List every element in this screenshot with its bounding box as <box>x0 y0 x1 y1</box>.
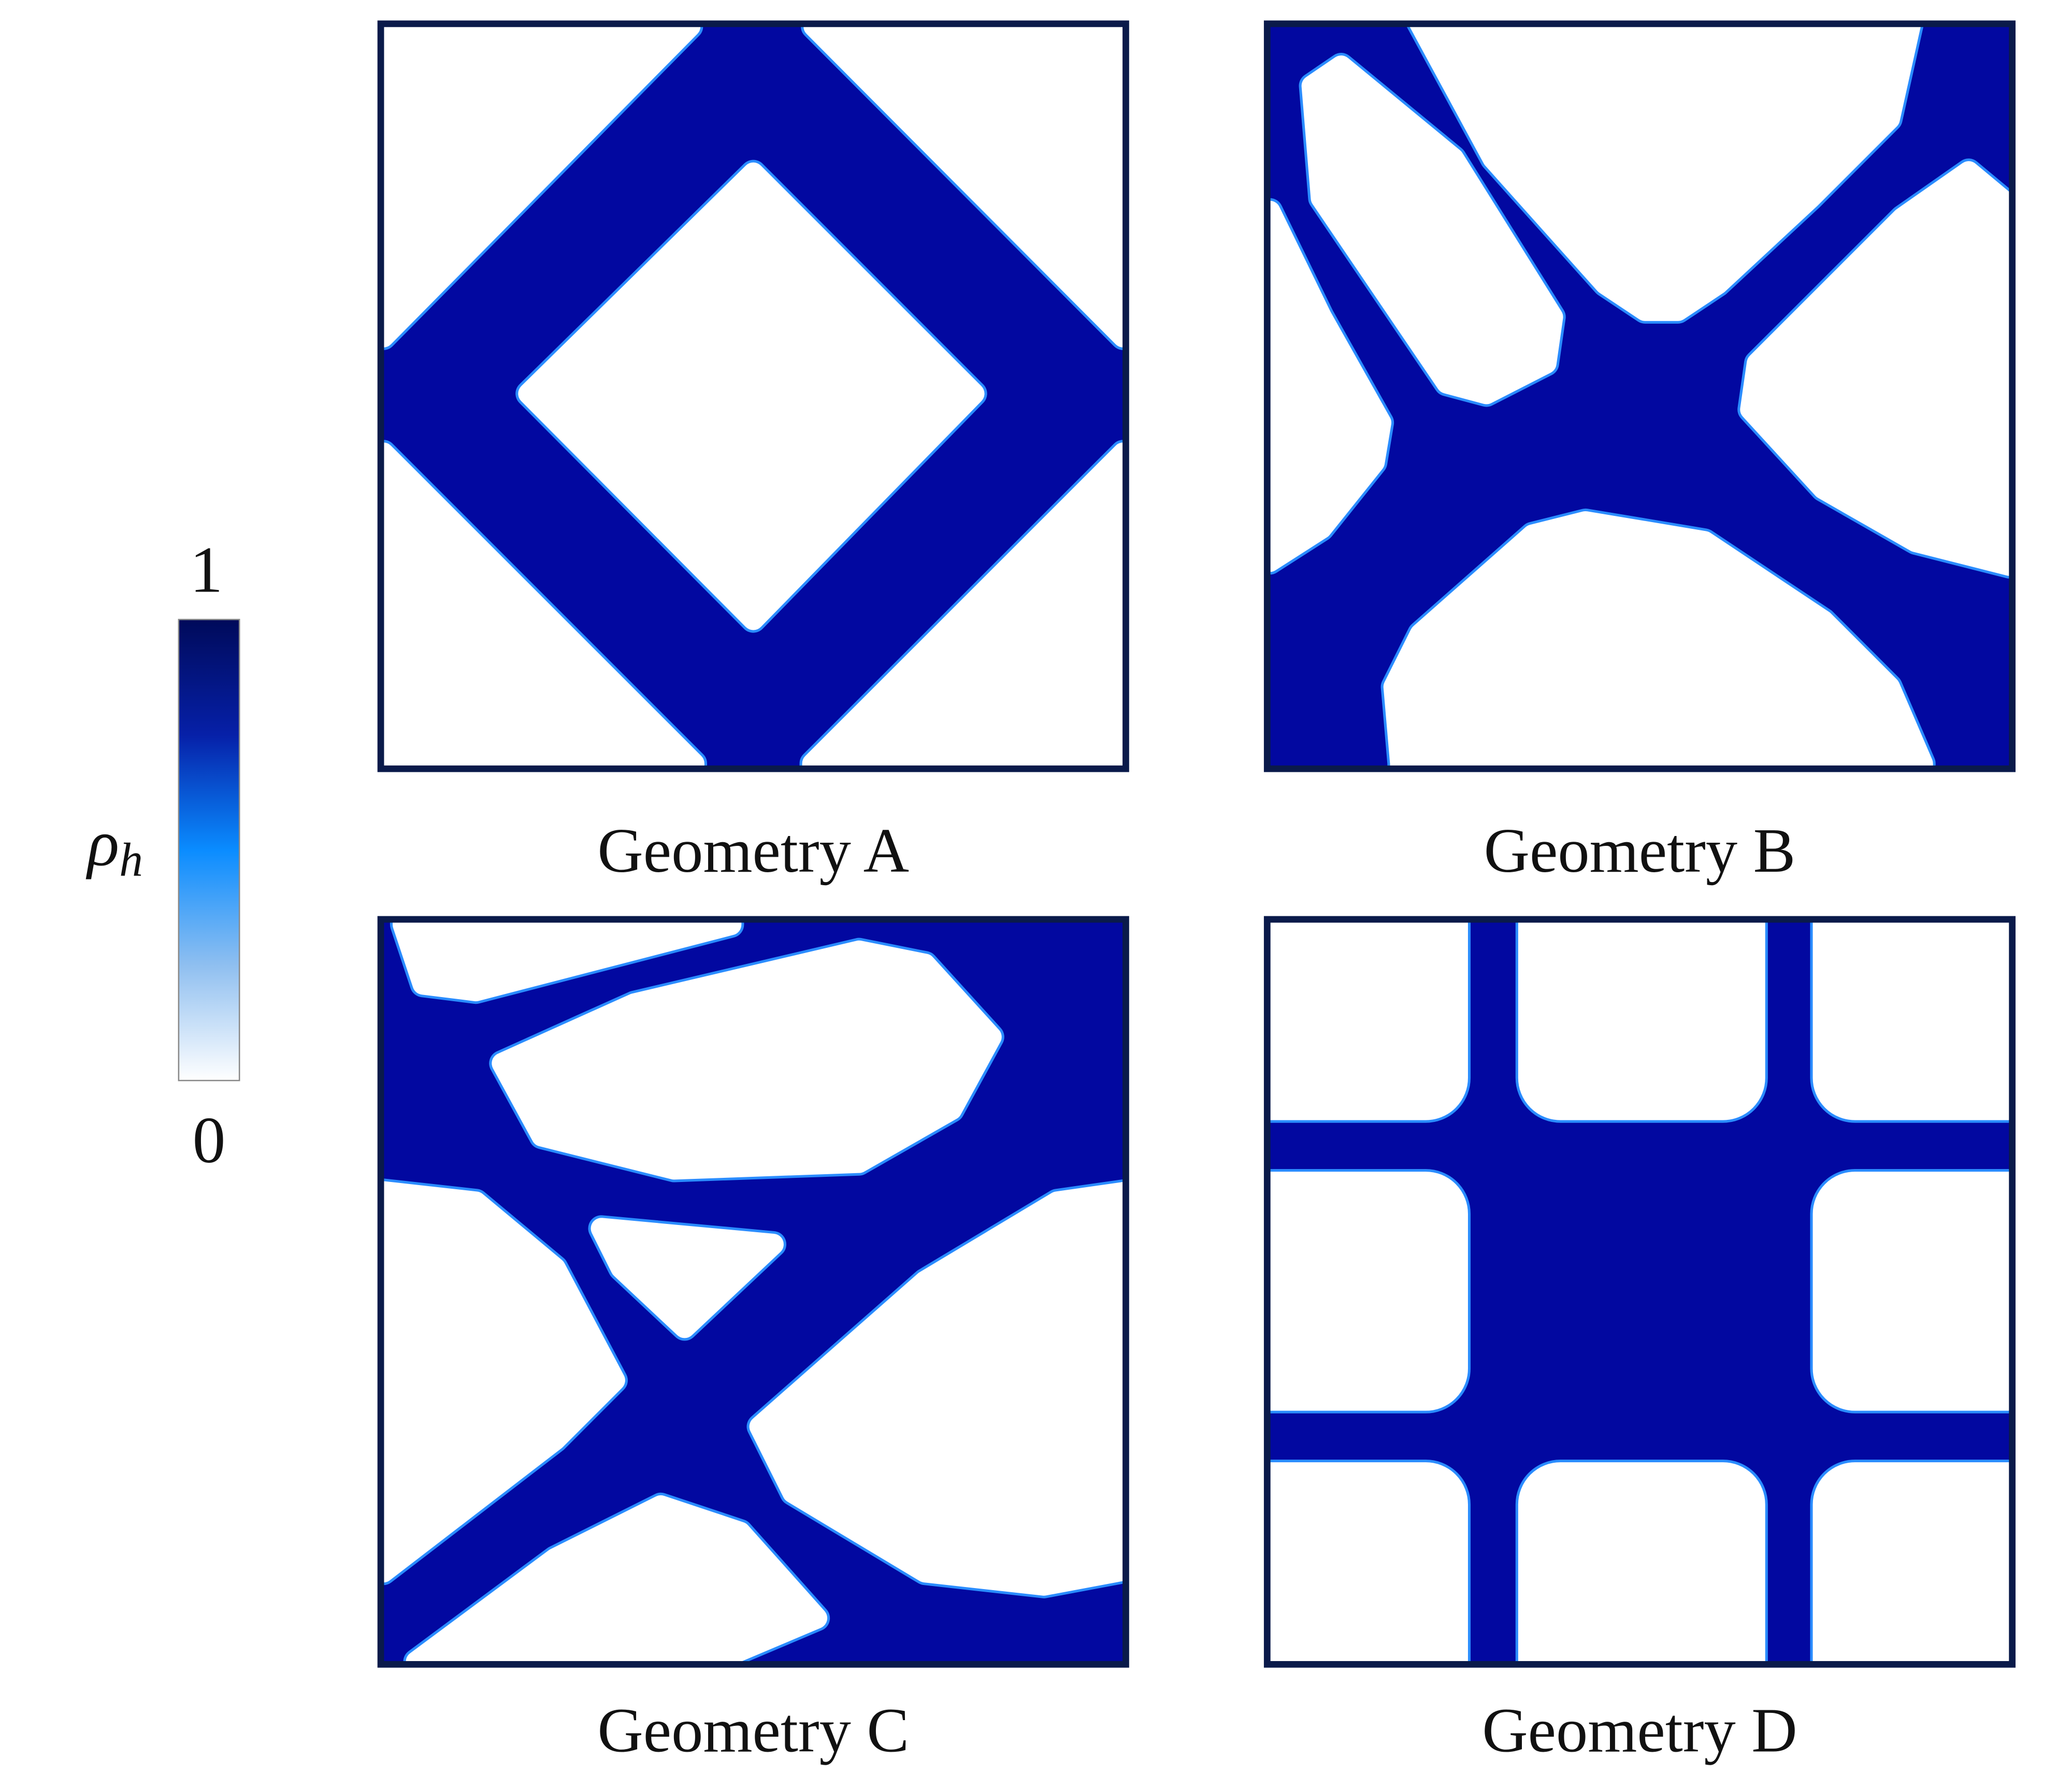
void-region <box>1740 161 2010 576</box>
void-region <box>1270 1172 1468 1411</box>
void-region <box>1812 922 2010 1120</box>
caption: Geometry D <box>1482 1696 1797 1766</box>
void-region <box>383 442 704 767</box>
panel-a: Geometry A <box>377 20 1129 886</box>
void-region <box>803 26 1124 348</box>
void-region <box>1518 1462 1765 1662</box>
void-region <box>1812 1172 2010 1411</box>
caption: Geometry C <box>597 1696 909 1766</box>
void-region <box>518 162 985 630</box>
void-region <box>393 922 742 1002</box>
void-region <box>383 1181 625 1583</box>
void-region <box>492 940 1002 1180</box>
void-region <box>1409 26 1921 321</box>
panel-c: Geometry C <box>377 916 1129 1766</box>
colorbar-subscript: h <box>119 833 143 886</box>
void-region <box>1812 1462 2010 1662</box>
caption: Geometry A <box>597 816 909 886</box>
void-region <box>1301 55 1563 405</box>
void-region <box>383 26 701 348</box>
void-region <box>749 1181 1124 1596</box>
panel-b: Geometry B <box>1263 20 2016 886</box>
colorbar-max: 1 <box>190 533 223 607</box>
void-region <box>1383 511 1933 767</box>
void-region <box>1518 922 1765 1120</box>
void-region <box>802 442 1124 767</box>
colorbar: 1 0 ρh <box>85 533 240 1177</box>
void-region <box>591 1218 784 1338</box>
colorbar-gradient <box>178 618 240 1081</box>
panel-d: Geometry D <box>1263 916 2016 1766</box>
void-region <box>1270 200 1392 572</box>
void-region <box>1270 922 1468 1120</box>
colorbar-label: ρh <box>85 806 143 886</box>
colorbar-symbol: ρ <box>85 806 119 879</box>
colorbar-min: 0 <box>193 1103 226 1177</box>
caption: Geometry B <box>1484 816 1796 886</box>
void-region <box>1270 1462 1468 1662</box>
void-region <box>406 1495 828 1662</box>
